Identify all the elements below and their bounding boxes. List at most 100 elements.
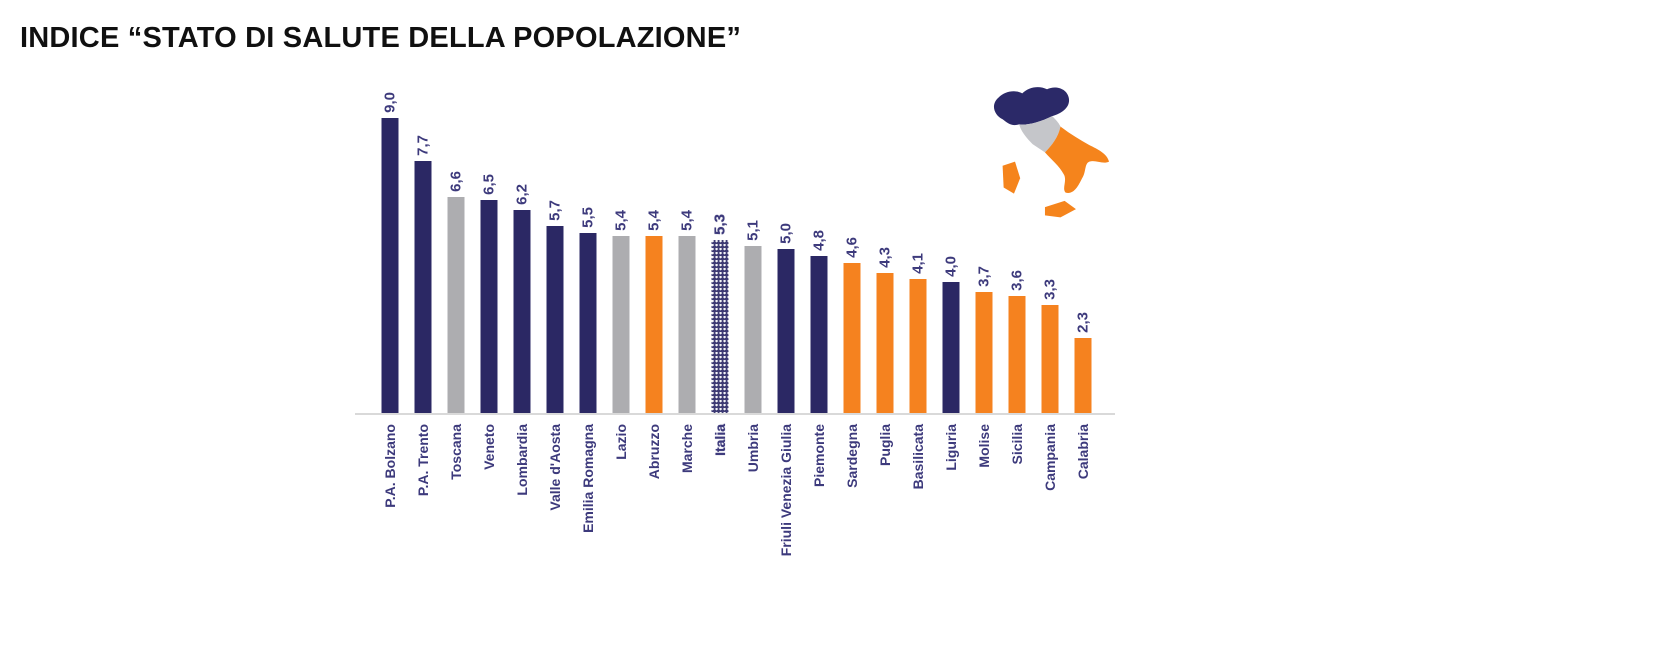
bar-value-label-basilicata: 4,1	[909, 253, 926, 274]
x-label-slot-valle-d-aosta: Valle d'Aosta	[538, 424, 571, 574]
bar-value-label-p-a-bolzano: 9,0	[381, 92, 398, 113]
bar-friuli-venezia-giulia	[777, 249, 794, 414]
bar-p-a-trento	[414, 161, 431, 414]
bar-slot-calabria: 2,3	[1066, 114, 1099, 414]
x-axis-label-italia: Italia	[711, 424, 728, 456]
x-label-slot-lombardia: Lombardia	[505, 424, 538, 574]
x-axis-label-p-a-trento: P.A. Trento	[414, 424, 431, 497]
x-label-slot-toscana: Toscana	[439, 424, 472, 574]
x-label-slot-p-a-bolzano: P.A. Bolzano	[373, 424, 406, 574]
page-title: INDICE “STATO DI SALUTE DELLA POPOLAZION…	[20, 22, 742, 54]
x-axis-label-p-a-bolzano: P.A. Bolzano	[381, 424, 398, 508]
bar-value-label-molise: 3,7	[975, 266, 992, 287]
x-label-slot-marche: Marche	[670, 424, 703, 574]
bar-value-label-marche: 5,4	[678, 210, 695, 231]
bar-value-label-p-a-trento: 7,7	[414, 135, 431, 156]
bar-sicilia	[1008, 296, 1025, 414]
bar-slot-emilia-romagna: 5,5	[571, 114, 604, 414]
x-label-slot-basilicata: Basilicata	[901, 424, 934, 574]
bar-value-label-emilia-romagna: 5,5	[579, 207, 596, 228]
bar-campania	[1041, 305, 1058, 414]
x-axis-label-piemonte: Piemonte	[810, 424, 827, 488]
bar-value-label-campania: 3,3	[1041, 279, 1058, 300]
x-label-slot-sardegna: Sardegna	[835, 424, 868, 574]
bar-slot-lazio: 5,4	[604, 114, 637, 414]
x-axis-line	[355, 413, 1115, 415]
bar-value-label-umbria: 5,1	[744, 220, 761, 241]
bar-marche	[678, 236, 695, 414]
x-label-slot-p-a-trento: P.A. Trento	[406, 424, 439, 574]
italy-map-south-region	[1044, 126, 1110, 193]
bar-value-label-lombardia: 6,2	[513, 184, 530, 205]
italy-map-center-region	[1019, 116, 1061, 153]
bar-value-label-valle-d-aosta: 5,7	[546, 200, 563, 221]
bar-value-label-puglia: 4,3	[876, 247, 893, 268]
x-axis-label-veneto: Veneto	[480, 424, 497, 470]
bar-slot-p-a-bolzano: 9,0	[373, 92, 406, 414]
bar-slot-lombardia: 6,2	[505, 114, 538, 414]
x-label-slot-abruzzo: Abruzzo	[637, 424, 670, 574]
bar-slot-veneto: 6,5	[472, 114, 505, 414]
bar-slot-italia: 5,3	[703, 114, 736, 414]
bar-veneto	[480, 200, 497, 414]
bar-value-label-italia: 5,3	[711, 214, 728, 235]
bar-emilia-romagna	[579, 233, 596, 414]
bar-chart-plot-area: 9,0 7,7 6,6 6,5 6,2 5,7 5,5 5,4 5,4 5,4 5,3 5,1 5,0 4…	[373, 92, 1099, 414]
bar-value-label-piemonte: 4,8	[810, 230, 827, 251]
bar-value-label-calabria: 2,3	[1074, 312, 1091, 333]
x-axis-label-calabria: Calabria	[1074, 424, 1091, 480]
x-axis-labels: P.A. Bolzano P.A. Trento Toscana Veneto Lomb…	[373, 424, 1099, 574]
bar-lazio	[612, 236, 629, 414]
x-axis-label-marche: Marche	[678, 424, 695, 474]
bar-piemonte	[810, 256, 827, 414]
x-label-slot-campania: Campania	[1033, 424, 1066, 574]
bar-sardegna	[843, 263, 860, 414]
bar-value-label-liguria: 4,0	[942, 256, 959, 277]
x-label-slot-sicilia: Sicilia	[1000, 424, 1033, 574]
x-axis-label-molise: Molise	[975, 424, 992, 468]
bar-umbria	[744, 246, 761, 414]
bar-puglia	[876, 273, 893, 414]
x-axis-label-puglia: Puglia	[876, 424, 893, 467]
bar-abruzzo	[645, 236, 662, 414]
bar-toscana	[447, 197, 464, 414]
bar-valle-d-aosta	[546, 226, 563, 414]
italy-map-north-region	[993, 87, 1070, 126]
x-axis-label-basilicata: Basilicata	[909, 424, 926, 490]
x-label-slot-italia: Italia	[703, 424, 736, 574]
bar-slot-sardegna: 4,6	[835, 114, 868, 414]
x-label-slot-piemonte: Piemonte	[802, 424, 835, 574]
x-axis-label-sardegna: Sardegna	[843, 424, 860, 488]
x-label-slot-umbria: Umbria	[736, 424, 769, 574]
x-label-slot-calabria: Calabria	[1066, 424, 1099, 574]
bar-slot-umbria: 5,1	[736, 114, 769, 414]
bar-value-label-friuli-venezia-giulia: 5,0	[777, 223, 794, 244]
bar-slot-sicilia: 3,6	[1000, 114, 1033, 414]
bar-value-label-sardegna: 4,6	[843, 237, 860, 258]
x-label-slot-friuli-venezia-giulia: Friuli Venezia Giulia	[769, 424, 802, 574]
x-axis-label-friuli-venezia-giulia: Friuli Venezia Giulia	[777, 424, 794, 557]
bar-lombardia	[513, 210, 530, 414]
bar-slot-campania: 3,3	[1033, 114, 1066, 414]
x-axis-label-liguria: Liguria	[942, 424, 959, 471]
bar-liguria	[942, 282, 959, 414]
bar-value-label-lazio: 5,4	[612, 210, 629, 231]
bar-slot-puglia: 4,3	[868, 114, 901, 414]
bar-value-label-veneto: 6,5	[480, 174, 497, 195]
bar-slot-p-a-trento: 7,7	[406, 114, 439, 414]
x-label-slot-liguria: Liguria	[934, 424, 967, 574]
bar-slot-marche: 5,4	[670, 114, 703, 414]
x-axis-label-emilia-romagna: Emilia Romagna	[579, 424, 596, 533]
italy-map	[993, 87, 1110, 218]
bar-slot-basilicata: 4,1	[901, 114, 934, 414]
x-label-slot-veneto: Veneto	[472, 424, 505, 574]
bar-slot-liguria: 4,0	[934, 114, 967, 414]
bar-value-label-toscana: 6,6	[447, 171, 464, 192]
x-label-slot-emilia-romagna: Emilia Romagna	[571, 424, 604, 574]
bar-slot-toscana: 6,6	[439, 114, 472, 414]
bar-slot-abruzzo: 5,4	[637, 114, 670, 414]
x-axis-label-umbria: Umbria	[744, 424, 761, 473]
bar-p-a-bolzano	[381, 118, 398, 414]
bar-molise	[975, 292, 992, 414]
